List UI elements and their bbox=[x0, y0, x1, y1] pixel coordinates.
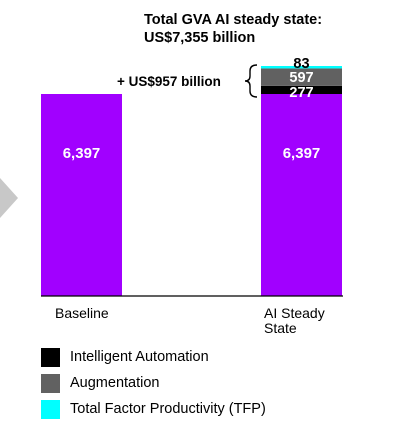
legend-item-tfp: Total Factor Productivity (TFP) bbox=[41, 396, 266, 422]
bracket-annotation-label: + US$957 billion bbox=[117, 74, 221, 89]
annotation: + US$957 billion bbox=[117, 64, 258, 98]
legend-swatch bbox=[41, 347, 60, 367]
stacked-bar-chart: Total GVA AI steady state: US$7,355 billi… bbox=[0, 12, 343, 336]
bar-segment-augmentation bbox=[261, 68, 342, 86]
x-tick-label: AI Steady bbox=[264, 305, 325, 321]
bar-segment-intelligent-automation bbox=[261, 85, 342, 94]
x-tick-label: Baseline bbox=[55, 305, 109, 321]
bar-base-ai-steady-state bbox=[261, 94, 342, 296]
legend: Intelligent Automation Augmentation Total … bbox=[41, 344, 266, 422]
legend-label: Intelligent Automation bbox=[70, 349, 209, 365]
value-label-tfp: 83 bbox=[293, 56, 309, 72]
left-arrow-icon bbox=[0, 178, 18, 218]
legend-swatch bbox=[41, 373, 60, 393]
chart-title-line: US$7,355 billion bbox=[144, 30, 255, 46]
legend-item-intelligent-automation: Intelligent Automation bbox=[41, 344, 266, 370]
bars bbox=[41, 66, 342, 296]
bar-base-baseline bbox=[41, 94, 122, 296]
curly-brace-icon bbox=[244, 64, 258, 98]
legend-label: Total Factor Productivity (TFP) bbox=[70, 401, 266, 417]
chart-title: Total GVA AI steady state: US$7,355 billi… bbox=[144, 12, 322, 46]
value-label-base: 6,397 bbox=[63, 145, 101, 162]
legend-item-augmentation: Augmentation bbox=[41, 370, 266, 396]
x-tick-label: State bbox=[264, 320, 297, 336]
legend-label: Augmentation bbox=[70, 375, 160, 391]
bar-segment-tfp bbox=[261, 66, 342, 69]
legend-swatch bbox=[41, 399, 60, 419]
value-label-intelligent-automation: 277 bbox=[289, 85, 313, 101]
value-label-augmentation: 597 bbox=[289, 70, 313, 86]
value-label-base: 6,397 bbox=[283, 145, 321, 162]
chart-title-line: Total GVA AI steady state: bbox=[144, 12, 322, 28]
